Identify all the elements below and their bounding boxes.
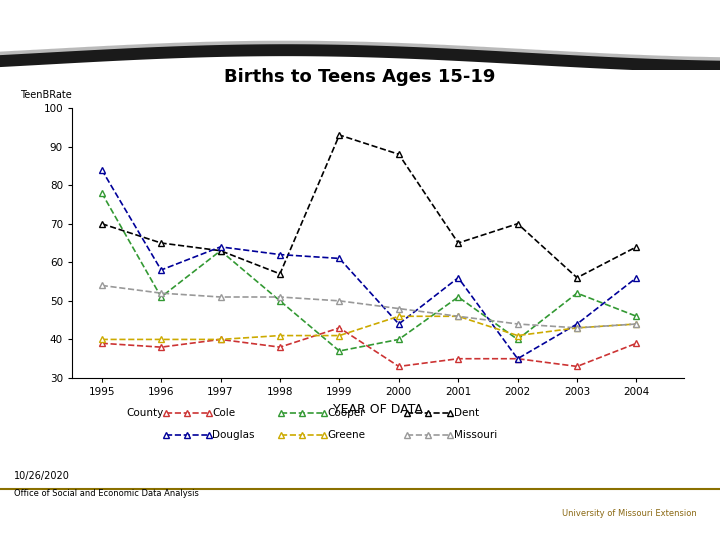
Text: Office of Social and Economic Data Analysis: Office of Social and Economic Data Analy… — [14, 489, 199, 498]
Text: Greene: Greene — [328, 430, 366, 440]
Text: University of Missouri Extension: University of Missouri Extension — [562, 509, 696, 517]
Text: Cooper: Cooper — [328, 408, 365, 418]
Text: 10/26/2020: 10/26/2020 — [14, 470, 71, 481]
Text: TeenBRate: TeenBRate — [20, 90, 72, 100]
Text: Douglas: Douglas — [212, 430, 255, 440]
Polygon shape — [0, 40, 720, 73]
Text: County: County — [126, 408, 163, 418]
Text: Births to Teens Ages 15-19: Births to Teens Ages 15-19 — [225, 69, 495, 86]
X-axis label: YEAR OF DATA: YEAR OF DATA — [333, 403, 423, 416]
Text: Missouri: Missouri — [454, 430, 497, 440]
Text: Dent: Dent — [454, 408, 479, 418]
Polygon shape — [0, 40, 720, 60]
Text: Cole: Cole — [212, 408, 235, 418]
